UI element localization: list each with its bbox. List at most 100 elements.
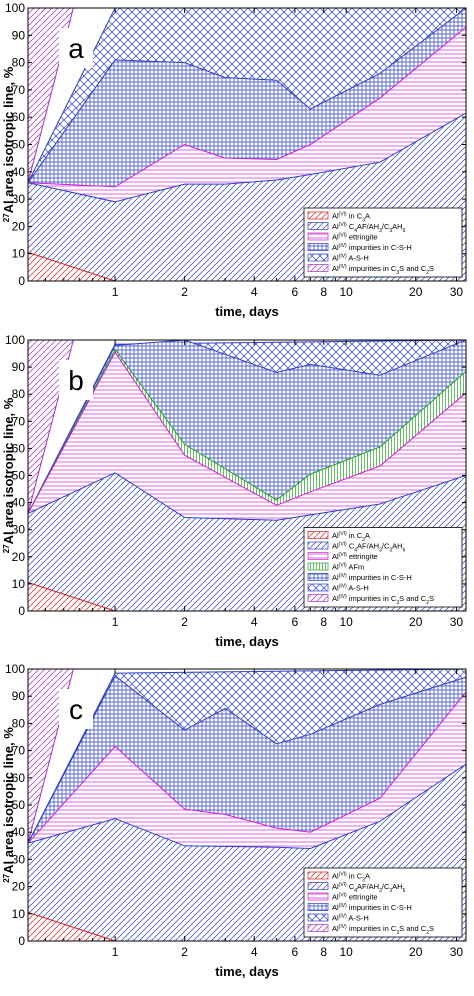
legend-swatch-c4af	[307, 882, 329, 890]
y-tick-label: 60	[12, 771, 26, 785]
legend-label-c3a: Al(VI) in C3A	[332, 531, 370, 543]
x-tick-label: 20	[409, 285, 423, 299]
chart-panel-a: 0 10 20 30 40 50 60 70 80 90 100 1 2 4 6 8 10 20 30 time, d…	[1, 1, 467, 319]
y-tick-label: 20	[12, 219, 26, 233]
legend-swatch-ash	[307, 583, 329, 592]
series-line-c4af	[28, 112, 466, 203]
x-tick-label: 4	[251, 615, 258, 629]
legend-label-ash: Al(IV) A-S-H	[332, 584, 369, 593]
x-tick-label: 30	[450, 285, 464, 299]
legend-label-ett: Al(VI) ettringite	[332, 552, 378, 561]
legend-box	[303, 867, 463, 938]
y-tick-label: 0	[18, 934, 25, 948]
x-tick-label: 6	[292, 285, 299, 299]
y-tick-label: 100	[5, 662, 25, 676]
y-tick-label: 50	[12, 138, 26, 152]
y-tick-label: 0	[18, 274, 25, 288]
y-tick-label: 60	[12, 110, 26, 124]
legend-label-c4af: Al(VI) C4AF/AH3/C3AH6	[332, 542, 406, 554]
series-line-c3s	[28, 669, 466, 844]
legend-swatch-ett	[307, 232, 329, 241]
y-tick-label: 80	[12, 716, 26, 730]
y-tick-label: 40	[12, 165, 26, 179]
legend-label-c4af: Al(VI) C4AF/AH3/C3AH6	[332, 882, 406, 894]
legend-swatch-ett	[307, 892, 329, 901]
x-tick-label: 8	[320, 945, 327, 959]
y-tick-label: 80	[12, 56, 26, 70]
x-tick-label: 8	[320, 615, 327, 629]
legend-swatch-csh	[307, 903, 329, 911]
legend-label-c3s: Al(IV) impurities in C3S and C2S	[332, 594, 434, 606]
legend-swatch-ash	[307, 253, 329, 262]
x-tick-label: 10	[339, 945, 353, 959]
legend-label-ash: Al(IV) A-S-H	[332, 914, 369, 923]
series-line-afm	[28, 348, 466, 514]
x-tick-label: 4	[251, 285, 258, 299]
series-line-csh	[28, 675, 466, 844]
series-line-ash	[28, 8, 466, 183]
y-tick-label: 90	[12, 689, 26, 703]
x-tick-label: 20	[409, 945, 423, 959]
legend-label-c3a: Al(VI) in C3A	[332, 212, 370, 224]
y-tick-label: 20	[12, 550, 26, 564]
x-tick-label: 6	[292, 945, 299, 959]
x-tick-label: 8	[320, 285, 327, 299]
legend-label-csh: Al(IV) impurities in C-S-H	[332, 903, 412, 912]
series-line-ett	[28, 691, 466, 844]
y-tick-label: 100	[5, 333, 25, 347]
series-line-c3s	[28, 8, 466, 183]
y-axis-title: 27Al area isotropic line, %	[1, 66, 16, 222]
series-line-c3a	[28, 251, 116, 281]
y-tick-label: 10	[12, 247, 26, 261]
panel-letter-box	[59, 689, 93, 729]
x-tick-label: 20	[409, 615, 423, 629]
x-axis-title: time, days	[215, 634, 279, 649]
series-line-ett	[28, 26, 466, 188]
y-tick-label: 40	[12, 825, 26, 839]
y-tick-label: 70	[12, 83, 26, 97]
x-tick-label: 4	[251, 945, 258, 959]
legend-label-c3a: Al(VI) in C3A	[332, 872, 370, 884]
legend-label-afm: Al(VI) AFm	[332, 563, 364, 572]
x-tick-label: 1	[112, 945, 119, 959]
x-tick-label: 1	[112, 615, 119, 629]
legend-swatch-csh	[307, 573, 329, 581]
y-tick-label: 10	[12, 577, 26, 591]
y-tick-label: 0	[18, 604, 25, 618]
x-tick-label: 1	[112, 285, 119, 299]
legend-swatch-c3s	[307, 924, 329, 932]
panel-letter: c	[69, 694, 83, 725]
legend-box	[303, 207, 463, 278]
series-line-c3a	[28, 911, 116, 941]
y-tick-label: 40	[12, 496, 26, 510]
legend-swatch-c3a	[307, 211, 329, 220]
panel-letter-box	[59, 28, 93, 68]
legend-swatch-ett	[307, 552, 329, 560]
legend-swatch-c3s	[307, 264, 329, 272]
y-tick-label: 100	[5, 1, 25, 15]
series-line-c4af	[28, 763, 466, 850]
legend-swatch-afm	[307, 562, 329, 571]
series-line-csh	[28, 8, 466, 183]
y-tick-label: 30	[12, 192, 26, 206]
series-line-c4af	[28, 472, 466, 521]
y-tick-label: 80	[12, 387, 26, 401]
y-tick-label: 60	[12, 441, 26, 455]
panel-letter: b	[68, 365, 84, 396]
x-tick-label: 2	[181, 285, 188, 299]
x-tick-label: 30	[450, 615, 464, 629]
series-line-c3s	[28, 340, 466, 514]
x-tick-label: 2	[181, 615, 188, 629]
y-tick-label: 70	[12, 744, 26, 758]
x-axis-title: time, days	[215, 964, 279, 979]
x-tick-label: 6	[292, 615, 299, 629]
y-tick-label: 50	[12, 798, 26, 812]
y-tick-label: 30	[12, 523, 26, 537]
x-tick-label: 2	[181, 945, 188, 959]
y-tick-label: 20	[12, 880, 26, 894]
legend-swatch-c4af	[307, 541, 329, 550]
